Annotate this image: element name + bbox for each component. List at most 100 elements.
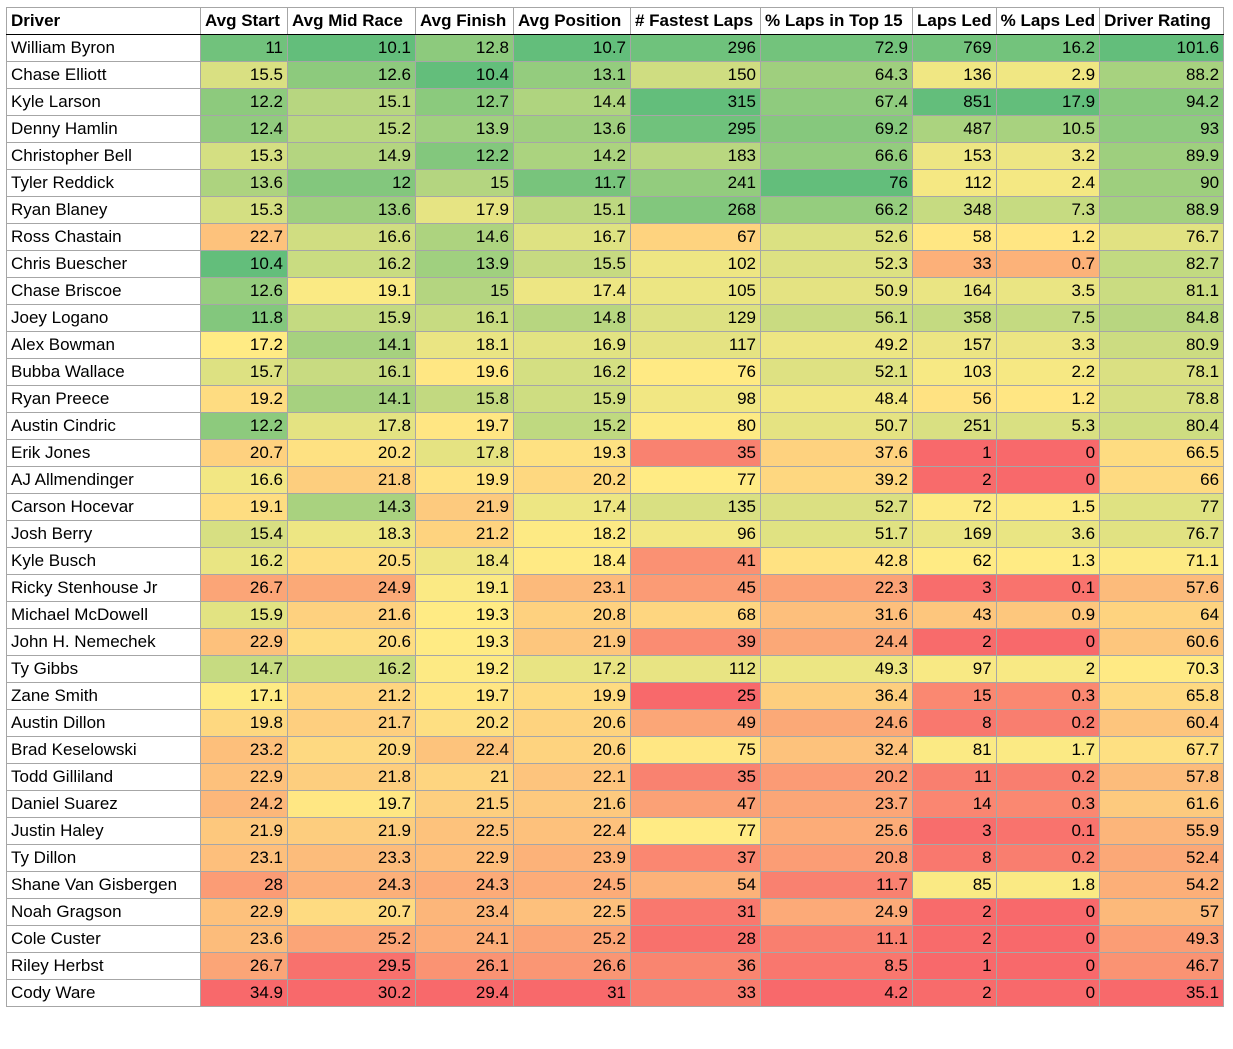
table-row: Chase Elliott 15.5 12.6 10.4 13.1 150 64.3 136 2… [6, 61, 1225, 89]
stat-cell: 12.6 [200, 277, 288, 305]
table-row: Daniel Suarez 24.2 19.7 21.5 21.6 47 23.7 14 0.3… [6, 790, 1225, 818]
stat-cell: 13.6 [200, 169, 288, 197]
column-header: Avg Mid Race [287, 7, 416, 35]
stat-cell: 2.9 [995, 61, 1101, 89]
stat-cell: 20.6 [287, 628, 416, 656]
stat-cell: 150 [630, 61, 761, 89]
driver-name: Ricky Stenhouse Jr [6, 574, 201, 602]
stat-cell: 66 [1099, 466, 1225, 494]
stat-cell: 0 [995, 925, 1101, 953]
table-row: Erik Jones 20.7 20.2 17.8 19.3 35 37.6 1 0 66.5 [6, 439, 1225, 467]
stat-cell: 52.6 [760, 223, 913, 251]
table-row: Chris Buescher 10.4 16.2 13.9 15.5 102 52.3 33 0… [6, 250, 1225, 278]
stat-cell: 11 [912, 763, 997, 791]
stat-cell: 64.3 [760, 61, 913, 89]
stat-cell: 84.8 [1099, 304, 1225, 332]
stat-cell: 19.1 [287, 277, 416, 305]
stat-cell: 25.2 [513, 925, 631, 953]
stat-cell: 15 [415, 277, 514, 305]
stat-cell: 3.2 [995, 142, 1101, 170]
stat-cell: 112 [630, 655, 761, 683]
stat-cell: 0 [995, 979, 1101, 1007]
stat-cell: 103 [912, 358, 997, 386]
table-row: Zane Smith 17.1 21.2 19.7 19.9 25 36.4 15 0.3 65.… [6, 682, 1225, 710]
stat-cell: 93 [1099, 115, 1225, 143]
stat-cell: 60.6 [1099, 628, 1225, 656]
stat-cell: 157 [912, 331, 997, 359]
stat-cell: 0 [995, 628, 1101, 656]
stat-cell: 13.9 [415, 115, 514, 143]
stat-cell: 24.3 [415, 871, 514, 899]
stat-cell: 54 [630, 871, 761, 899]
stat-cell: 13.1 [513, 61, 631, 89]
stat-cell: 81 [912, 736, 997, 764]
stat-cell: 241 [630, 169, 761, 197]
stat-cell: 11.1 [760, 925, 913, 953]
stat-cell: 72 [912, 493, 997, 521]
stat-cell: 3 [912, 574, 997, 602]
stat-cell: 296 [630, 34, 761, 62]
driver-name: Zane Smith [6, 682, 201, 710]
stat-cell: 21.9 [513, 628, 631, 656]
driver-name: Shane Van Gisbergen [6, 871, 201, 899]
table-row: Riley Herbst 26.7 29.5 26.1 26.6 36 8.5 1 0 46.7 [6, 952, 1225, 980]
stat-cell: 14 [912, 790, 997, 818]
stat-cell: 2 [912, 466, 997, 494]
stat-cell: 12.2 [415, 142, 514, 170]
stat-cell: 136 [912, 61, 997, 89]
stat-cell: 20.6 [513, 709, 631, 737]
column-header: Driver Rating [1099, 7, 1225, 35]
stat-cell: 10.5 [995, 115, 1101, 143]
stat-cell: 0 [995, 898, 1101, 926]
stat-cell: 42.8 [760, 547, 913, 575]
column-header: Avg Start [200, 7, 288, 35]
stat-cell: 20.2 [760, 763, 913, 791]
stat-cell: 50.7 [760, 412, 913, 440]
table-row: Chase Briscoe 12.6 19.1 15 17.4 105 50.9 164 3.5… [6, 277, 1225, 305]
driver-name: Ross Chastain [6, 223, 201, 251]
stat-cell: 12.4 [200, 115, 288, 143]
stat-cell: 39.2 [760, 466, 913, 494]
stat-cell: 14.4 [513, 88, 631, 116]
stat-cell: 19.7 [287, 790, 416, 818]
table-row: Bubba Wallace 15.7 16.1 19.6 16.2 76 52.1 103 2.… [6, 358, 1225, 386]
stat-cell: 65.8 [1099, 682, 1225, 710]
stat-cell: 48.4 [760, 385, 913, 413]
stat-cell: 28 [200, 871, 288, 899]
stat-cell: 78.1 [1099, 358, 1225, 386]
stat-cell: 13.9 [415, 250, 514, 278]
stat-cell: 22.5 [415, 817, 514, 845]
stat-cell: 348 [912, 196, 997, 224]
stat-cell: 1.2 [995, 385, 1101, 413]
stat-cell: 80.9 [1099, 331, 1225, 359]
stat-cell: 22.9 [200, 628, 288, 656]
stat-cell: 8.5 [760, 952, 913, 980]
stat-cell: 20.7 [287, 898, 416, 926]
stat-cell: 12.2 [200, 412, 288, 440]
stat-cell: 19.1 [200, 493, 288, 521]
table-row: Ty Dillon 23.1 23.3 22.9 23.9 37 20.8 8 0.2 52.4 [6, 844, 1225, 872]
stat-cell: 0 [995, 466, 1101, 494]
column-header: Avg Finish [415, 7, 514, 35]
stat-cell: 14.8 [513, 304, 631, 332]
stat-cell: 23.7 [760, 790, 913, 818]
stat-cell: 36.4 [760, 682, 913, 710]
stat-cell: 21.9 [287, 817, 416, 845]
stat-cell: 0 [995, 952, 1101, 980]
stat-cell: 183 [630, 142, 761, 170]
stat-cell: 0.7 [995, 250, 1101, 278]
stat-cell: 23.1 [513, 574, 631, 602]
stat-cell: 20.7 [200, 439, 288, 467]
driver-name: Joey Logano [6, 304, 201, 332]
stat-cell: 26.7 [200, 952, 288, 980]
stat-cell: 28 [630, 925, 761, 953]
stat-cell: 17.1 [200, 682, 288, 710]
stat-cell: 315 [630, 88, 761, 116]
stat-cell: 24.9 [760, 898, 913, 926]
stat-cell: 66.6 [760, 142, 913, 170]
stat-cell: 3.6 [995, 520, 1101, 548]
stat-cell: 67.7 [1099, 736, 1225, 764]
stat-cell: 35.1 [1099, 979, 1225, 1007]
stat-cell: 15.2 [287, 115, 416, 143]
stat-cell: 2 [912, 925, 997, 953]
